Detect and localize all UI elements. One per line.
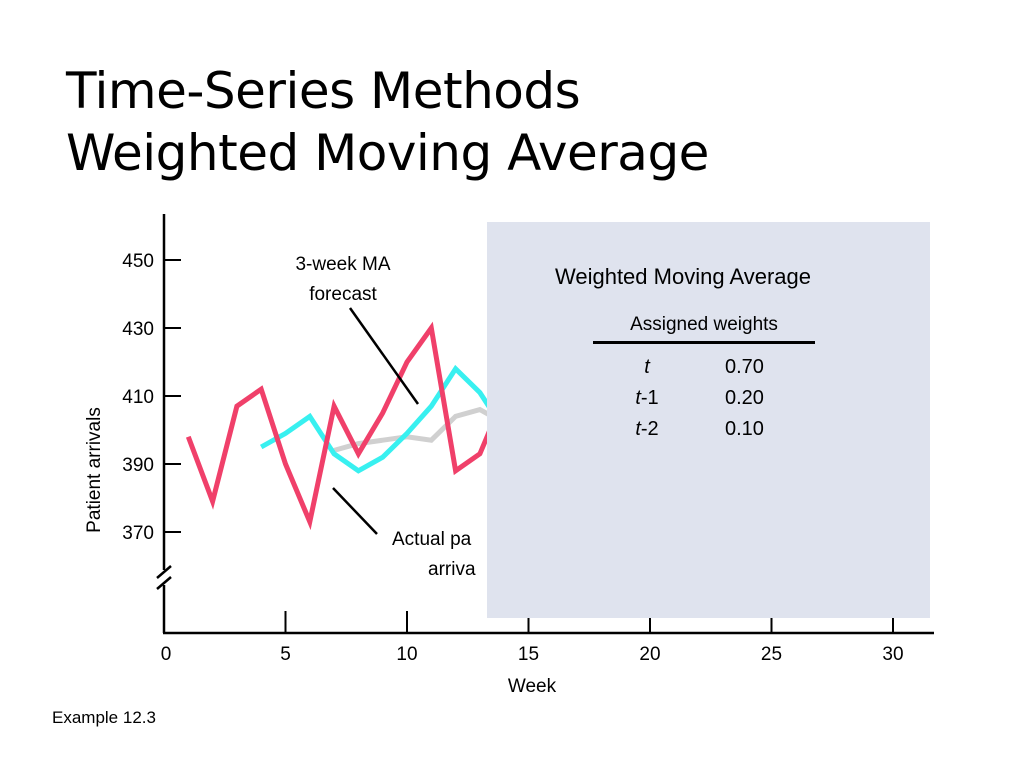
series-layer xyxy=(185,321,507,531)
period-variable: t xyxy=(644,356,650,378)
title-line-1: Time-Series Methods xyxy=(66,62,581,120)
period-cell: t-2 xyxy=(593,414,701,445)
y-tick-label: 370 xyxy=(122,523,154,544)
period-cell: t-1 xyxy=(593,383,701,414)
y-tick-label: 430 xyxy=(122,319,154,340)
actual-arrivals-leader-line xyxy=(332,487,378,535)
weights-header: Assigned weights xyxy=(593,314,815,344)
weight-row: t-1 0.20 xyxy=(593,383,815,414)
period-variable: t xyxy=(635,387,641,409)
axes-layer: 370 390 410 430 450 0 5 10 15 20 25 30 Week Patient a… xyxy=(84,214,934,697)
weight-row: t-2 0.10 xyxy=(593,414,815,445)
footnote: Example 12.3 xyxy=(52,708,156,727)
slide-title: Time-Series Methods Weighted Moving Aver… xyxy=(66,60,709,184)
actual-arrivals-annotation: Actual pa arriva xyxy=(392,529,476,580)
annotation-line: arriva xyxy=(428,559,476,580)
y-tick-label: 450 xyxy=(122,251,154,272)
annotation-line: forecast xyxy=(309,284,377,305)
annotation-line: 3-week MA xyxy=(295,254,390,275)
weight-value: 0.10 xyxy=(725,418,764,440)
annotation-line: Actual pa xyxy=(392,529,472,550)
x-tick-label: 25 xyxy=(761,644,782,665)
weighted-moving-average-panel: Weighted Moving Average Assigned weights… xyxy=(487,222,930,618)
period-offset: -2 xyxy=(640,418,659,440)
title-line-2: Weighted Moving Average xyxy=(66,124,709,182)
weight-row: t 0.70 xyxy=(593,352,815,383)
x-tick-label: 10 xyxy=(396,644,417,665)
ma-forecast-leader-line xyxy=(348,307,420,405)
annotation-layer: 3-week MA forecast Actual pa arriva xyxy=(295,254,475,580)
x-tick-label: 20 xyxy=(639,644,660,665)
period-offset: -1 xyxy=(640,387,659,409)
period-cell: t xyxy=(593,352,701,383)
axis-break-mark xyxy=(156,565,172,579)
weight-value: 0.20 xyxy=(725,387,764,409)
ma-forecast-annotation: 3-week MA forecast xyxy=(295,254,390,305)
x-axis-label: Week xyxy=(508,676,557,697)
wma_forecast-series-line xyxy=(333,406,506,453)
y-axis-label: Patient arrivals xyxy=(84,407,105,533)
x-tick-label: 0 xyxy=(161,644,172,665)
axis-break-mark xyxy=(156,576,172,590)
x-tick-label: 5 xyxy=(280,644,291,665)
x-tick-label: 30 xyxy=(882,644,903,665)
y-tick-label: 410 xyxy=(122,387,154,408)
y-tick-label: 390 xyxy=(122,455,154,476)
x-tick-label: 15 xyxy=(518,644,539,665)
panel-title: Weighted Moving Average xyxy=(554,264,812,289)
weights-table: t 0.70 t-1 0.20 t-2 0.10 xyxy=(593,352,815,445)
ma_forecast-series-line xyxy=(259,364,507,474)
actual-series-line xyxy=(185,321,507,531)
period-variable: t xyxy=(635,418,641,440)
weight-value: 0.70 xyxy=(725,356,764,378)
